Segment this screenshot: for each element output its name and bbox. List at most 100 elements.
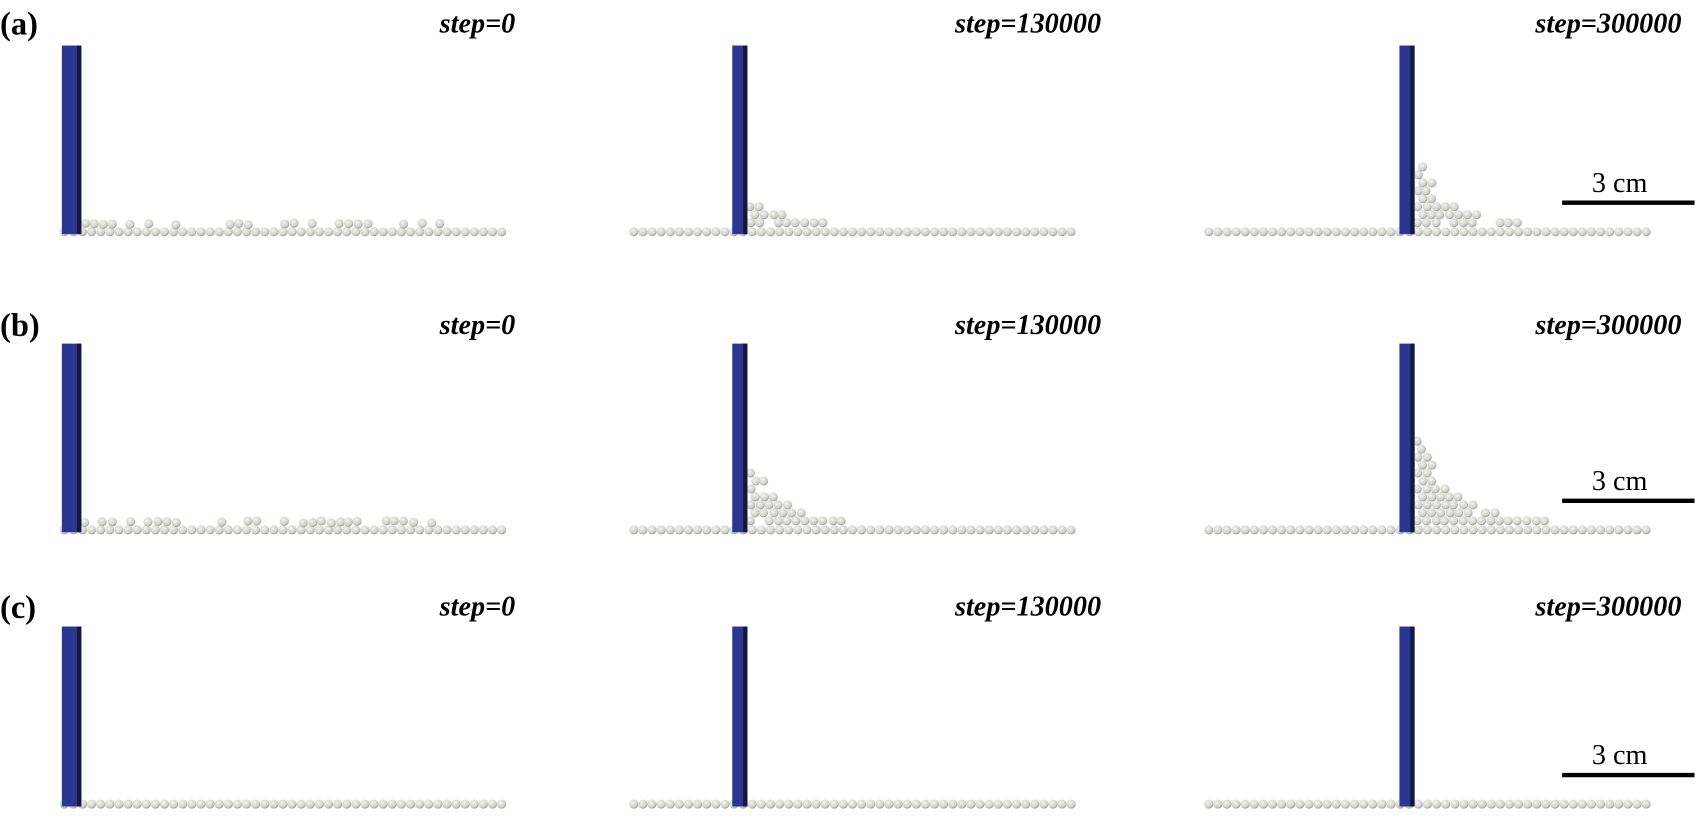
- particle: [809, 516, 819, 526]
- particle: [911, 525, 921, 535]
- particle: [809, 218, 819, 228]
- particle: [769, 210, 779, 220]
- particle: [378, 525, 388, 535]
- particle: [1436, 508, 1446, 518]
- particle: [1550, 227, 1560, 237]
- particle: [1412, 484, 1422, 494]
- particle: [784, 799, 794, 809]
- particle: [1503, 516, 1513, 526]
- particle: [1377, 525, 1387, 535]
- particle: [114, 227, 124, 237]
- particle: [1295, 227, 1305, 237]
- particle: [1459, 227, 1469, 237]
- particle: [1595, 227, 1606, 237]
- particle: [1413, 500, 1423, 510]
- particle: [251, 227, 261, 237]
- particle: [884, 227, 894, 237]
- particle: [1522, 516, 1532, 526]
- particle: [1011, 525, 1022, 535]
- particle: [1453, 492, 1463, 502]
- particle: [323, 227, 334, 237]
- particle: [1295, 525, 1305, 535]
- particle: [1249, 227, 1259, 237]
- particle: [802, 227, 812, 237]
- particle: [260, 525, 270, 535]
- particle: [1286, 525, 1296, 535]
- particle: [1440, 484, 1450, 494]
- particle: [223, 227, 233, 237]
- particle: [1295, 799, 1305, 809]
- particle: [745, 468, 755, 478]
- particle: [1277, 525, 1287, 535]
- particle: [756, 227, 766, 237]
- particle: [1322, 799, 1332, 809]
- particle: [1021, 799, 1031, 809]
- particle: [223, 525, 233, 535]
- particle: [107, 517, 117, 527]
- particle: [150, 799, 160, 809]
- particle: [1368, 227, 1378, 237]
- particle: [298, 518, 308, 528]
- particle: [984, 525, 994, 535]
- particle: [363, 219, 373, 229]
- particle: [683, 799, 693, 809]
- particle: [159, 799, 170, 809]
- particle: [387, 525, 397, 535]
- particle: [89, 219, 99, 229]
- wall-edge: [77, 343, 82, 533]
- particle: [1486, 799, 1496, 809]
- particle: [399, 219, 409, 229]
- particle: [260, 227, 270, 237]
- particle: [1267, 525, 1278, 535]
- particle: [773, 218, 783, 228]
- particle: [287, 227, 297, 237]
- particle: [1349, 227, 1360, 237]
- particle: [314, 227, 324, 237]
- particle: [884, 525, 894, 535]
- particle: [1231, 799, 1241, 809]
- particle: [96, 525, 106, 535]
- particle: [755, 500, 765, 510]
- particle: [252, 516, 262, 526]
- particle: [1532, 525, 1542, 535]
- particle: [333, 227, 343, 237]
- particle: [939, 227, 949, 237]
- particle: [342, 227, 352, 237]
- particle: [750, 492, 760, 502]
- particle: [1222, 227, 1232, 237]
- particle: [1413, 525, 1423, 535]
- particle: [768, 492, 778, 502]
- particle: [305, 525, 315, 535]
- particle: [433, 227, 443, 237]
- particle: [902, 227, 912, 237]
- particle: [469, 227, 479, 237]
- particle: [1421, 516, 1431, 526]
- particle: [1504, 227, 1514, 237]
- particle: [1331, 799, 1341, 809]
- particle: [929, 525, 940, 535]
- particle: [132, 525, 142, 535]
- particle: [398, 516, 408, 526]
- particle: [1213, 799, 1223, 809]
- particles: [629, 202, 1076, 237]
- particle: [847, 227, 858, 237]
- particle: [1595, 799, 1606, 809]
- particle: [1605, 525, 1615, 535]
- particle: [747, 227, 757, 237]
- particle: [1057, 227, 1067, 237]
- particle: [796, 508, 806, 518]
- particle: [629, 799, 639, 809]
- particle: [433, 525, 443, 535]
- particle: [1458, 500, 1469, 510]
- particle: [87, 799, 97, 809]
- particle: [745, 516, 755, 526]
- particle: [1623, 799, 1633, 809]
- particle: [217, 517, 227, 527]
- particle: [427, 518, 437, 528]
- particle: [866, 525, 876, 535]
- particle: [387, 799, 397, 809]
- particle: [1213, 227, 1223, 237]
- particle: [1011, 799, 1022, 809]
- particle: [1427, 476, 1437, 486]
- particle: [153, 516, 163, 526]
